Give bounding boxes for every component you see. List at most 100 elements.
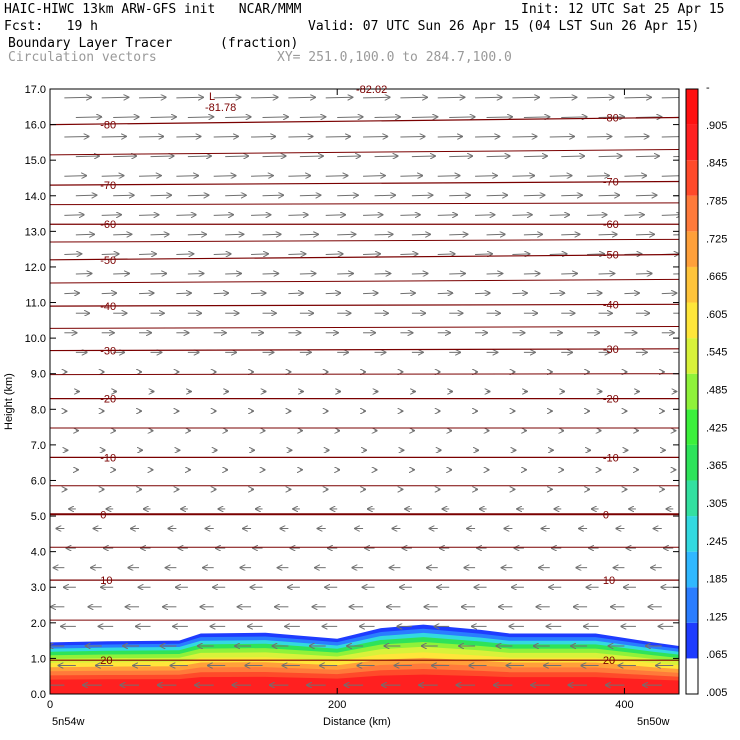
vector-arrow [661,293,677,294]
vector-arrow [64,176,86,177]
colorbar-segment [686,302,698,339]
model-line: HAIC-HIWC 13km ARW-GFS init NCAR/MMM [4,2,302,17]
colorbar-segment [686,124,698,161]
vector-arrow [225,156,248,157]
vector-arrow [139,215,158,216]
y-tick-label: 6.0 [31,475,46,487]
contour-label: -40 [603,299,619,311]
vector-arrow [587,293,602,294]
vector-arrow [475,176,497,177]
vector-arrow [523,273,540,274]
y-tick-label: 0.0 [31,689,46,701]
contour-label: 0 [100,509,106,521]
vector-arrow [475,215,494,216]
vector-arrow [561,117,586,118]
vector-arrow [449,117,474,118]
vector-arrow [486,234,505,235]
vector-arrow [150,195,172,196]
vector-arrow [561,195,582,196]
y-tick-label: 11.0 [25,298,46,310]
vector-arrow [139,176,161,177]
vector-arrow [549,136,574,137]
vector-arrow [75,273,92,274]
vector-arrow [150,273,167,274]
vector-arrow [475,293,490,294]
vector-arrow [64,136,88,137]
vector-arrow [475,97,502,98]
right-endpoint-label: 5n50w [637,716,669,728]
vector-arrow [299,195,321,196]
vector-arrow [75,156,99,157]
vector-arrow [523,156,547,157]
vector-arrow [101,136,126,137]
vector-arrow [139,97,166,98]
y-tick-label: 9.0 [31,369,46,381]
vector-arrow [400,136,424,137]
contour-label: -20 [603,394,619,406]
colorbar-label: .425 [706,422,727,434]
vector-arrow [299,156,323,157]
vector-arrow [437,215,457,216]
contour-label: -70 [100,180,116,192]
vector-arrow [64,215,83,216]
vector-arrow [213,136,238,137]
vector-arrow [113,156,136,157]
vector-arrow [437,136,462,137]
vector-arrow [598,234,617,235]
contour-label: -10 [603,452,619,464]
vector-arrow [139,293,154,294]
contour-label: 0 [603,509,609,521]
vector-arrow [225,117,250,118]
vector-arrow [101,293,117,294]
vector-arrow [176,254,193,255]
y-tick-label: 1.0 [31,653,46,665]
vector-arrow [374,195,396,196]
contour-label: -80 [603,112,619,124]
vector-arrow [363,254,380,255]
contour-label: -50 [100,255,116,267]
contour-label: -10 [100,452,116,464]
colorbar-segment [686,551,698,588]
vector-arrow [113,117,138,118]
vector-arrow [325,97,353,98]
vector-arrow [299,117,325,118]
vector-arrow [587,254,604,255]
vector-arrow [288,97,315,98]
vector-arrow [374,156,398,157]
vector-arrow [400,254,417,255]
vector-arrow [363,97,390,98]
vector-arrow [251,293,266,294]
contour-line [50,202,679,206]
vector-arrow [225,273,241,274]
contour-label: -70 [603,177,619,189]
colorbar-segment [686,516,698,552]
colorbar: .005 .065 .125 .185 .245 .305 .365 .425 .485 .545… [685,82,727,699]
vector-arrow [325,136,350,137]
vector-arrow [549,215,569,216]
vector-arrow [187,234,206,235]
vector-arrow [523,195,545,196]
vector-arrow [187,273,204,274]
contour-line [50,373,679,376]
contour-label: -30 [603,344,619,356]
vector-arrow [673,234,679,236]
colorbar-label: .545 [706,347,727,359]
y-tick-label: 10.0 [25,333,46,345]
fcst-line: Fcst: 19 h [4,19,98,34]
vector-arrow [374,117,400,118]
vector-arrow [325,254,343,255]
vector-arrow [213,176,236,177]
vector-arrow [598,195,620,196]
vector-arrow [251,176,273,177]
vector-arrow [288,176,310,177]
vector-arrow [400,215,419,216]
vector-arrow [64,293,79,294]
y-tick-label: 15.0 [25,155,46,167]
vector-arrow [150,156,174,157]
vector-arrow [598,273,615,274]
colorbar-segment [686,480,698,517]
field-name: Boundary Layer Tracer [8,36,173,51]
vector-arrow [75,117,101,118]
vector-arrow [587,136,611,137]
vector-arrow [523,117,549,118]
